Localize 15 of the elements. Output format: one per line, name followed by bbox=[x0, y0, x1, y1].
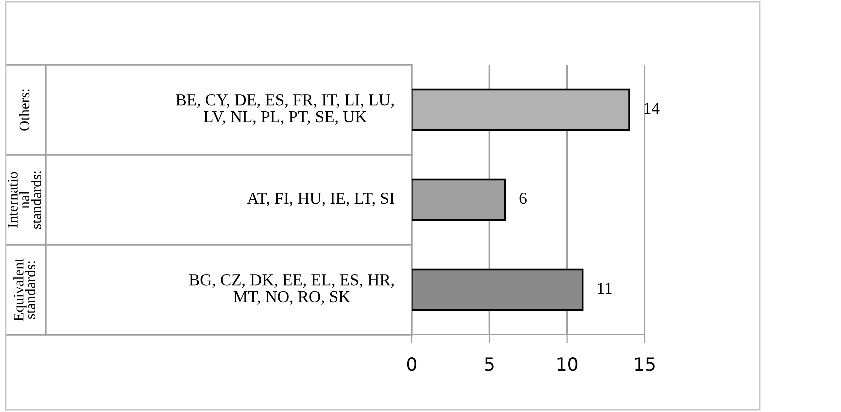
y-tick-label: AT, FI, HU, IE, LT, SI bbox=[247, 192, 394, 207]
bar bbox=[412, 268, 584, 312]
text: Internatio nal standards: bbox=[8, 172, 42, 229]
x-tick-label: 15 bbox=[635, 358, 655, 372]
data-label: 6 bbox=[520, 192, 527, 204]
data-label: 11 bbox=[598, 283, 612, 294]
x-tick-label: 10 bbox=[558, 358, 578, 372]
bar bbox=[412, 88, 630, 132]
y-tick-label: BE, CY, DE, ES, FR, IT, LI, LU, LV, NL, PL, PT, SE, UK bbox=[176, 94, 394, 125]
text: Equivalent standards: bbox=[14, 258, 36, 322]
y-tick-label: BG, CZ, DK, EE, EL, ES, HR, MT, NO, RO, SK bbox=[189, 274, 394, 305]
text: Others: bbox=[19, 90, 30, 131]
x-tick-label: 0 bbox=[407, 358, 417, 372]
x-tick-label: 5 bbox=[485, 358, 494, 372]
data-label: 14 bbox=[644, 103, 660, 114]
